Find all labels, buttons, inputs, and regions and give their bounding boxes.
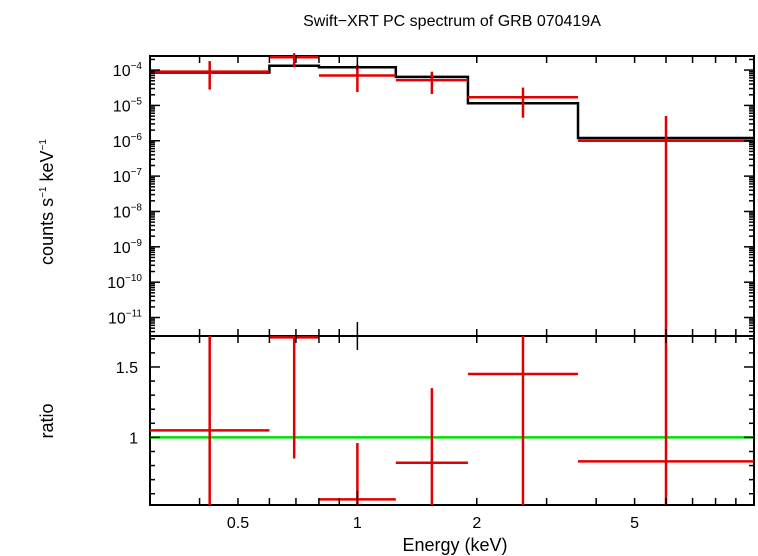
chart-title: Swift−XRT PC spectrum of GRB 070419A	[303, 13, 601, 30]
top-y-tick-label-5: 10−8	[113, 202, 143, 221]
ylabel-mid: keV	[37, 150, 57, 186]
top-y-tick-label-4: 10−7	[113, 167, 143, 186]
bottom-y-axis-label: ratio	[37, 403, 57, 438]
tick-exponent: −4	[131, 61, 143, 72]
top-y-tick-label-1: 10−4	[113, 61, 143, 80]
spectrum-data-point-1	[150, 61, 270, 90]
top-y-tick-label-2: 10−5	[113, 96, 143, 115]
ylabel-exp1: −1	[38, 186, 49, 198]
tick-base: 10	[107, 275, 125, 292]
bottom-y-tick-label-2: 1.5	[116, 360, 138, 377]
x-tick-label-2: 1	[353, 515, 362, 532]
top-y-tick-label-7: 10−10	[107, 273, 142, 292]
top-panel-frame	[149, 55, 755, 337]
top-y-tick-label-8: 10−11	[108, 309, 142, 328]
x-tick-label-3: 2	[472, 515, 481, 532]
tick-exponent: −10	[125, 273, 142, 284]
spectrum-data-point-6	[578, 116, 754, 336]
ratio-data-point-5	[467, 336, 579, 505]
top-y-tick-label-6: 10−9	[113, 238, 143, 257]
top-y-axis-label: counts s−1 keV−1	[37, 139, 57, 265]
tick-exponent: −5	[131, 96, 143, 107]
ratio-panel: 1 1.5 0.5 1 2 5	[116, 335, 755, 532]
top-y-tick-label-3: 10−6	[113, 132, 143, 151]
tick-base: 10	[113, 169, 131, 186]
bottom-panel-frame	[149, 335, 755, 506]
tick-base: 10	[108, 311, 126, 328]
x-tick-label-4: 5	[630, 515, 639, 532]
tick-base: 10	[113, 98, 131, 115]
x-tick-label-1: 0.5	[227, 515, 249, 532]
tick-base: 10	[113, 134, 131, 151]
tick-base: 10	[113, 204, 131, 221]
spectrum-data-point-2	[269, 53, 319, 68]
bottom-y-tick-label-1: 1	[129, 430, 138, 447]
tick-exponent: −9	[131, 238, 143, 249]
ratio-data-point-6	[578, 336, 754, 505]
tick-exponent: −8	[131, 202, 143, 213]
tick-exponent: −7	[131, 167, 143, 178]
ratio-data-point-4	[395, 388, 468, 505]
tick-base: 10	[113, 240, 131, 257]
model-step-line	[150, 64, 754, 140]
ratio-data-point-1	[150, 336, 270, 505]
spectrum-data-point-4	[395, 71, 468, 95]
ylabel-exp2: −1	[38, 139, 49, 151]
tick-exponent: −6	[131, 132, 143, 143]
x-axis-label: Energy (keV)	[402, 535, 507, 555]
tick-exponent: −11	[126, 309, 143, 320]
tick-base: 10	[113, 63, 131, 80]
ratio-data-point-2	[269, 336, 319, 459]
spectrum-data-point-5	[467, 87, 579, 118]
ylabel-base: counts s	[37, 198, 57, 265]
